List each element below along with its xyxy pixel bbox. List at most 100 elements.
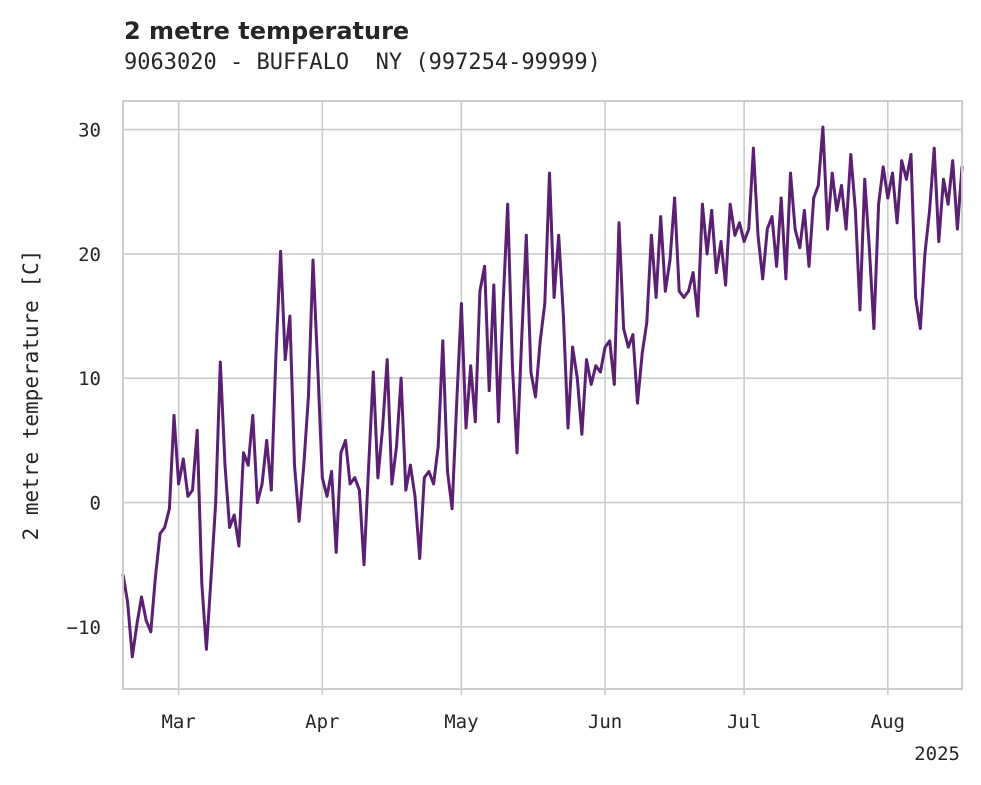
grid-lines	[123, 101, 962, 689]
data-point	[520, 339, 523, 343]
data-point	[714, 271, 718, 274]
data-point	[663, 289, 667, 293]
y-tick-label: 10	[78, 368, 101, 390]
data-point	[288, 314, 292, 318]
data-point	[395, 445, 398, 448]
data-point	[812, 196, 816, 200]
data-point	[413, 494, 417, 498]
data-point	[464, 426, 468, 430]
data-point	[728, 202, 732, 206]
data-point	[617, 221, 621, 225]
data-point	[956, 227, 959, 231]
data-point	[905, 177, 908, 181]
data-point	[441, 339, 445, 343]
data-point	[701, 202, 704, 206]
data-point	[320, 476, 324, 480]
data-point	[942, 177, 945, 181]
data-point	[946, 202, 950, 206]
x-tick-label: Aug	[871, 711, 905, 733]
x-axis-ticks: Mar Apr May Jun Jul Aug	[161, 689, 905, 733]
data-point	[483, 264, 486, 268]
data-point	[140, 595, 143, 599]
data-point	[251, 414, 255, 417]
data-point	[789, 171, 792, 175]
data-point	[585, 358, 588, 361]
data-point	[566, 426, 570, 430]
y-tick-label: 20	[78, 244, 101, 266]
data-point	[548, 171, 551, 175]
data-point	[821, 125, 825, 129]
data-point	[807, 264, 811, 268]
data-point	[603, 345, 607, 349]
data-point	[571, 345, 574, 349]
data-point	[770, 215, 774, 219]
data-point	[738, 221, 741, 225]
data-point	[455, 401, 459, 405]
data-point	[858, 308, 862, 312]
data-point	[918, 327, 922, 330]
data-point	[534, 395, 537, 399]
data-point	[362, 563, 366, 567]
data-point	[719, 240, 723, 243]
data-point	[928, 209, 931, 212]
data-point	[353, 476, 357, 480]
data-point	[446, 470, 449, 473]
x-tick-label: Apr	[305, 711, 339, 733]
x-tick-label: Mar	[161, 711, 195, 733]
data-point	[293, 463, 296, 467]
data-point	[497, 420, 500, 424]
data-point	[816, 184, 820, 187]
data-point	[158, 532, 162, 535]
data-point	[622, 327, 625, 330]
x-tick-label: Jul	[727, 711, 761, 733]
data-point	[409, 463, 412, 467]
data-point	[404, 488, 408, 492]
data-point	[849, 153, 853, 156]
data-point	[344, 439, 347, 442]
data-point	[733, 233, 737, 237]
y-axis-label: 2 metre temperature [C]	[19, 250, 43, 541]
data-point	[645, 320, 649, 324]
data-point	[775, 264, 778, 268]
data-point	[177, 482, 181, 486]
data-point	[747, 227, 751, 231]
x-tick-label: May	[444, 711, 478, 733]
data-point	[854, 209, 857, 212]
data-point	[126, 600, 129, 604]
data-point	[371, 370, 375, 374]
data-point	[742, 240, 746, 243]
data-point	[580, 432, 584, 436]
data-point	[460, 302, 463, 305]
data-point	[311, 258, 315, 262]
data-point	[418, 557, 422, 560]
data-point	[501, 302, 505, 305]
data-point	[205, 647, 208, 651]
data-point	[867, 246, 871, 250]
data-point	[218, 360, 222, 364]
data-point	[237, 544, 241, 548]
data-point	[265, 439, 269, 442]
data-point	[650, 233, 653, 237]
data-point	[135, 623, 139, 626]
data-point	[886, 196, 890, 200]
data-point	[612, 383, 616, 386]
data-point	[937, 240, 941, 243]
data-point	[256, 501, 259, 504]
data-point	[228, 526, 232, 529]
data-point	[677, 289, 681, 293]
data-point	[710, 209, 714, 212]
series-layer	[121, 125, 964, 659]
data-point	[895, 221, 899, 225]
data-point	[260, 482, 264, 486]
data-point	[835, 209, 839, 212]
data-point	[214, 501, 218, 504]
data-point	[923, 252, 927, 256]
data-point	[200, 581, 204, 585]
data-point	[552, 296, 556, 299]
data-point	[932, 146, 936, 150]
data-point	[381, 426, 384, 430]
data-point	[826, 227, 829, 231]
data-point	[793, 227, 797, 231]
data-point	[325, 494, 329, 498]
data-point	[705, 252, 709, 256]
